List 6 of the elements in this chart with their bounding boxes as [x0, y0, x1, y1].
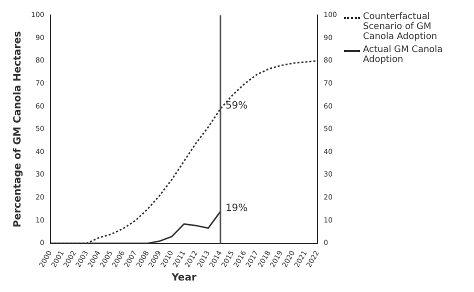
annotation: 19% [225, 203, 248, 214]
legend-label: Actual GM Canola Adoption [363, 45, 444, 65]
y-axis-title: Percentage of GM Canola Hectares [12, 31, 24, 228]
x-axis-title: Year [170, 272, 196, 284]
legend-label: Counterfactual Scenario of GM Canola Adoption [363, 12, 438, 42]
annotation: 59% [225, 100, 248, 112]
